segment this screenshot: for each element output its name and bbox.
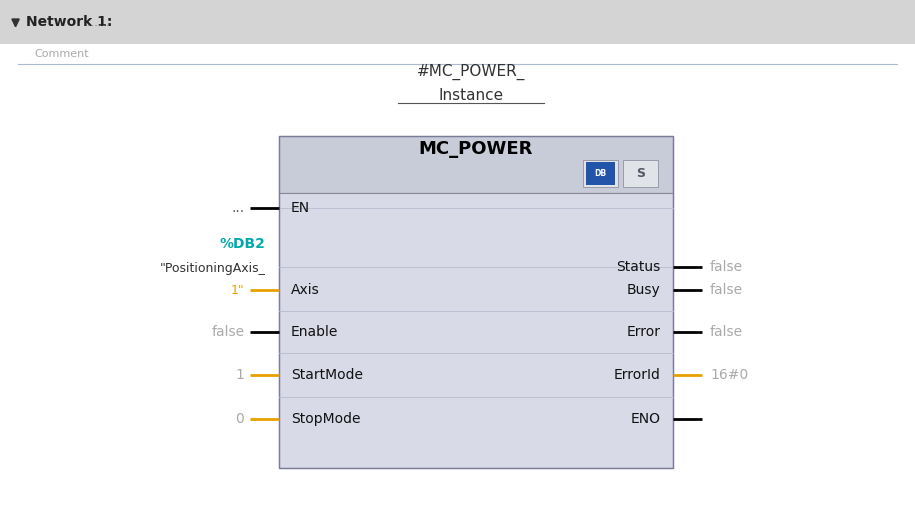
Text: 1": 1" <box>231 284 244 297</box>
Text: Busy: Busy <box>627 283 661 298</box>
FancyBboxPatch shape <box>279 136 673 193</box>
Text: Enable: Enable <box>291 324 339 339</box>
Text: DB: DB <box>594 169 607 178</box>
Text: ......: ...... <box>87 15 111 29</box>
Text: Error: Error <box>627 324 661 339</box>
Text: Instance: Instance <box>438 88 504 103</box>
Text: "PositioningAxis_: "PositioningAxis_ <box>159 262 265 275</box>
Text: ...: ... <box>231 201 244 215</box>
Text: %DB2: %DB2 <box>220 237 265 251</box>
Text: Status: Status <box>617 260 661 274</box>
Text: Comment: Comment <box>35 49 90 59</box>
Polygon shape <box>12 19 19 27</box>
Text: Axis: Axis <box>291 283 319 298</box>
Text: ErrorId: ErrorId <box>614 368 661 382</box>
FancyBboxPatch shape <box>0 0 915 44</box>
Text: #MC_POWER_: #MC_POWER_ <box>417 63 525 80</box>
Text: S: S <box>636 167 645 180</box>
Text: 1: 1 <box>235 368 244 382</box>
Text: false: false <box>710 283 743 298</box>
Text: Network 1:: Network 1: <box>26 15 112 29</box>
Text: EN: EN <box>291 201 310 215</box>
Text: MC_POWER: MC_POWER <box>419 140 533 158</box>
Text: StopMode: StopMode <box>291 412 361 426</box>
Text: false: false <box>211 324 244 339</box>
Text: StartMode: StartMode <box>291 368 363 382</box>
Text: 0: 0 <box>235 412 244 426</box>
FancyBboxPatch shape <box>623 160 658 187</box>
FancyBboxPatch shape <box>279 193 673 468</box>
Text: false: false <box>710 260 743 274</box>
Text: false: false <box>710 324 743 339</box>
FancyBboxPatch shape <box>586 162 615 185</box>
FancyBboxPatch shape <box>583 160 618 187</box>
Text: 16#0: 16#0 <box>710 368 748 382</box>
Text: ENO: ENO <box>630 412 661 426</box>
